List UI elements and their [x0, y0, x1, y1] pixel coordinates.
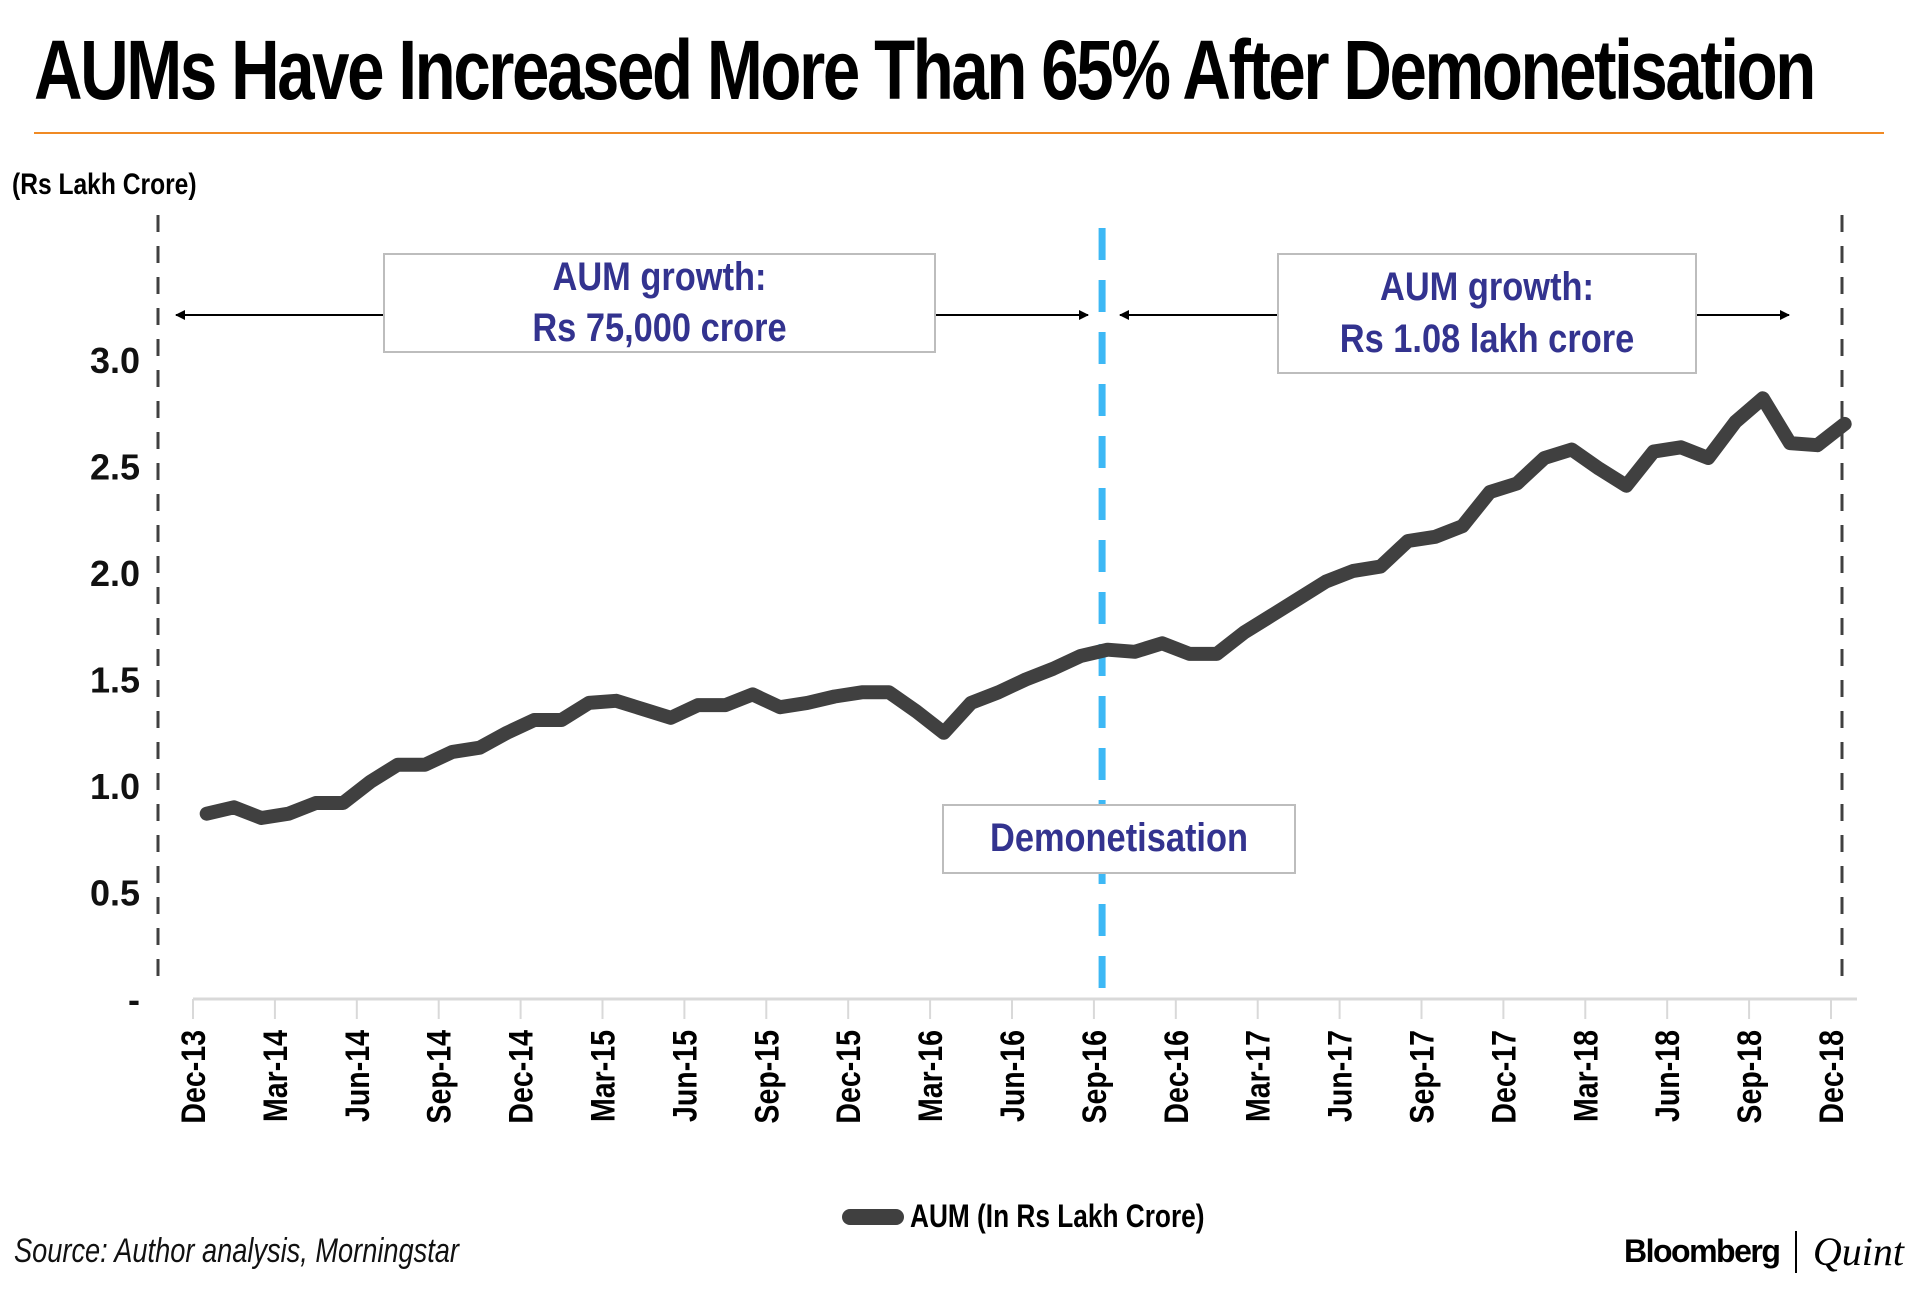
y-tick-label: -: [128, 979, 140, 1020]
x-tick-label: Mar-18: [1567, 1030, 1605, 1122]
post-growth-line1: AUM growth:: [1379, 265, 1594, 310]
x-tick-label: Sep-17: [1403, 1030, 1441, 1124]
brand-divider: [1795, 1230, 1797, 1273]
y-tick-label: 3.0: [90, 340, 140, 381]
pre-growth-line1: AUM growth:: [552, 254, 767, 299]
x-tick-label: Sep-16: [1076, 1030, 1114, 1124]
y-tick-label: 1.0: [90, 766, 140, 807]
x-tick-label: Dec-14: [502, 1030, 540, 1124]
y-tick-label: 0.5: [90, 873, 140, 914]
x-tick-label: Sep-15: [748, 1030, 786, 1124]
y-tick-label: 2.0: [90, 553, 140, 594]
x-tick-label: Mar-15: [584, 1030, 622, 1122]
x-tick-label: Jun-18: [1649, 1030, 1687, 1122]
x-tick-label: Dec-13: [175, 1030, 213, 1124]
demonetisation-label: Demonetisation: [989, 816, 1249, 861]
x-tick-label: Jun-14: [338, 1030, 376, 1122]
post-demonetisation-growth-box: AUM growth: Rs 1.08 lakh crore: [1277, 253, 1697, 374]
x-tick-label: Dec-16: [1157, 1030, 1195, 1124]
y-axis-unit-label: (Rs Lakh Crore): [12, 168, 197, 201]
x-tick-label: Dec-17: [1485, 1030, 1523, 1124]
x-tick-label: Sep-14: [420, 1030, 458, 1124]
y-tick-label: 2.5: [90, 447, 140, 488]
x-tick-label: Mar-16: [912, 1030, 950, 1122]
brand-bloomberg: Bloomberg: [1623, 1233, 1781, 1269]
chart-title: AUMs Have Increased More Than 65% After …: [34, 23, 1816, 117]
x-tick-label: Jun-15: [666, 1030, 704, 1122]
x-tick-label: Jun-16: [994, 1030, 1032, 1122]
post-growth-line2: Rs 1.08 lakh crore: [1339, 316, 1635, 361]
legend-swatch-aum: [842, 1208, 904, 1225]
x-tick-label: Dec-18: [1813, 1030, 1851, 1124]
pre-demonetisation-growth-box: AUM growth: Rs 75,000 crore: [383, 253, 936, 353]
x-tick-label: Dec-15: [830, 1030, 868, 1124]
y-tick-label: 1.5: [90, 660, 140, 701]
x-tick-label: Sep-18: [1731, 1030, 1769, 1124]
x-tick-label: Mar-14: [257, 1030, 295, 1123]
aum-series-line: [199, 391, 1852, 825]
demonetisation-label-box: Demonetisation: [942, 804, 1296, 874]
pre-growth-line2: Rs 75,000 crore: [532, 306, 787, 350]
x-tick-label: Mar-17: [1239, 1030, 1277, 1122]
title-divider: [34, 132, 1884, 134]
brand-logo: Bloomberg Quint: [1624, 1228, 1904, 1275]
legend-label-aum: AUM (In Rs Lakh Crore): [910, 1198, 1205, 1234]
brand-quint: Quint: [1812, 1229, 1904, 1274]
source-note: Source: Author analysis, Morningstar: [14, 1232, 459, 1270]
x-tick-label: Jun-17: [1321, 1030, 1359, 1122]
legend: AUM (In Rs Lakh Crore): [842, 1198, 1269, 1235]
